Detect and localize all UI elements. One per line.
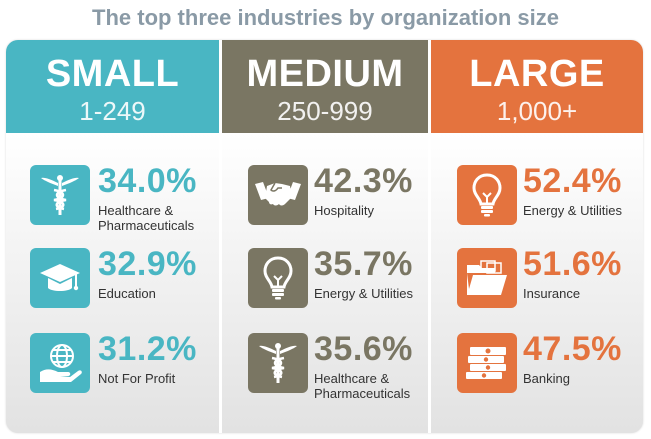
column-large: LARGE 1,000+ 52.4% Energy & Utilities 51… [431,40,643,433]
percentage: 32.9% [98,245,197,283]
industry-item: 42.3% Hospitality [222,162,428,235]
column-divider [219,40,222,433]
page-title: The top three industries by organization… [92,5,559,30]
percentage: 31.2% [98,330,197,368]
industry-label: Healthcare & Pharmaceuticals [98,203,195,233]
industry-label: Healthcare & Pharmaceuticals [314,371,411,401]
percentage: 34.0% [98,162,197,200]
size-name: LARGE [469,53,605,95]
size-range: 1,000+ [496,96,578,126]
industry-label: Energy & Utilities [523,203,622,218]
industry-label: Insurance [523,286,581,301]
industry-item: 31.2% Not For Profit [6,330,219,403]
column-medium: MEDIUM 250-999 42.3% Hospitality 35.7% E… [222,40,428,433]
percentage: 51.6% [523,245,622,283]
size-name: MEDIUM [246,53,404,95]
industry-label: Education [98,286,156,301]
column-body: 52.4% Energy & Utilities 51.6% Insurance… [431,133,643,433]
folder-icon [457,248,517,308]
column-small: SMALL 1-249 34.0% Healthcare & Pharmaceu… [6,40,219,433]
column-header-medium: MEDIUM 250-999 [222,40,428,133]
column-body: 42.3% Hospitality 35.7% Energy & Utiliti… [222,133,428,433]
industry-label: Not For Profit [98,371,176,386]
industry-item: 51.6% Insurance [431,245,643,318]
industry-label: Banking [523,371,570,386]
industry-item: 35.7% Energy & Utilities [222,245,428,318]
percentage: 52.4% [523,162,622,200]
percentage: 47.5% [523,330,622,368]
handshake-icon [248,165,308,225]
column-header-small: SMALL 1-249 [6,40,219,133]
industry-label: Energy & Utilities [314,286,413,301]
lightbulb-icon [248,248,308,308]
size-name: SMALL [45,53,180,95]
caduceus-icon [248,333,308,393]
industry-item: 34.0% Healthcare & Pharmaceuticals [6,162,219,235]
percentage: 35.7% [314,245,413,283]
industry-item: 32.9% Education [6,245,219,318]
lightbulb-icon [457,165,517,225]
industry-item: 47.5% Banking [431,330,643,403]
graduation-cap-icon [30,248,90,308]
column-divider [428,40,431,433]
size-range: 1-249 [79,96,146,126]
caduceus-icon [30,165,90,225]
industry-item: 35.6% Healthcare & Pharmaceuticals [222,330,428,403]
industry-item: 52.4% Energy & Utilities [431,162,643,235]
money-stack-icon [457,333,517,393]
percentage: 35.6% [314,330,413,368]
column-header-large: LARGE 1,000+ [431,40,643,133]
industry-card: SMALL 1-249 34.0% Healthcare & Pharmaceu… [6,40,643,433]
size-range: 250-999 [277,96,373,126]
globe-in-hand-icon [30,333,90,393]
industry-label: Hospitality [314,203,374,218]
column-body: 34.0% Healthcare & Pharmaceuticals 32.9%… [6,133,219,433]
percentage: 42.3% [314,162,413,200]
